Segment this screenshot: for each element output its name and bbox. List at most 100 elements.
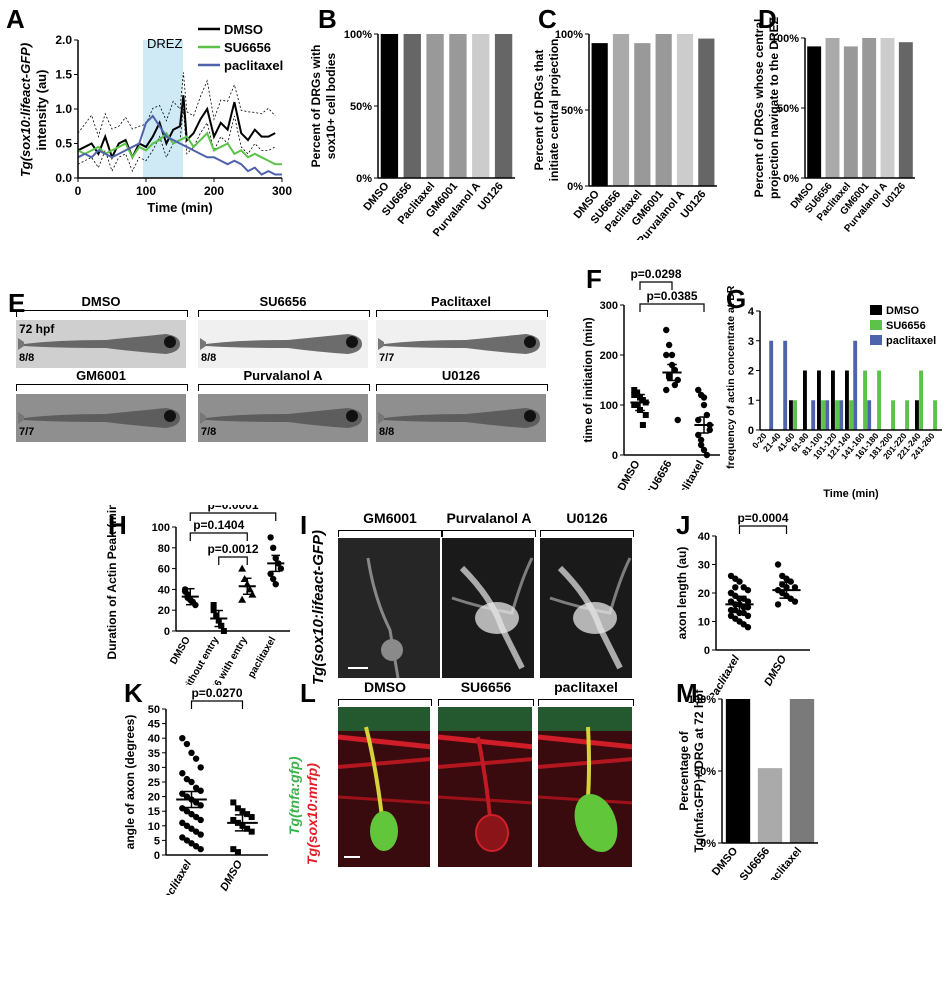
panel-l-ylabel-red: Tg(sox10:mrfp) [304,763,320,865]
panel-j-ytick-label: 40 [698,531,710,543]
panel-l-bracket [538,699,634,706]
panel-g-ytick-label: 1 [748,395,754,407]
panel-l-micrograph-title: SU6656 [460,679,512,695]
panel-f-point [639,422,646,428]
panel-f-point [642,412,649,418]
panel-e-fish-title: Paclitaxel [431,294,491,309]
panel-k-ytick-label: 5 [154,835,160,847]
panel-k-point [188,810,195,818]
panel-k-point [197,764,204,771]
panel-c-bar-4 [676,34,694,186]
panel-f-category-label: SU6656 [644,459,674,491]
panel-d-ytick-label: 50% [777,103,799,115]
panel-g-bar-dmso [803,370,807,430]
panel-c-ytick-label: 100% [555,29,583,41]
panel-i-micrograph-title: GM6001 [363,510,417,526]
panel-a-line-chart: DREZ 0 100 200 300 0.0 0.5 1.0 1.5 2.0 Time (min… [18,22,292,215]
panel-k-point [188,778,195,786]
panel-f-point [631,392,638,398]
panel-f-comparison-bracket [639,281,673,290]
panel-b-bar-5 [494,34,513,178]
panel-g-bar-su6656 [821,400,826,430]
panel-e-fish-title: GM6001 [76,368,126,383]
panel-h-ytick-label: 20 [158,605,170,617]
panel-h-point [267,534,274,541]
panel-j-ytick-label: 10 [698,617,710,629]
panel-c-bar-2 [634,43,651,187]
panel-i-micrographs: Tg(sox10:lifeact-GFP) GM6001 Purvalanol A… [300,510,650,685]
panel-k-point [230,816,237,823]
panel-g-bar-paclitaxel [853,340,858,430]
panel-k-point [179,834,186,841]
panel-g-bar-paclitaxel [811,400,816,430]
panel-c-ytick-label: 50% [561,105,583,117]
panel-e-bracket [376,310,548,317]
panel-m-ytick-label: 100% [688,694,716,706]
panel-h-comparison-bracket [189,512,277,521]
panel-k-point [192,813,200,821]
panel-g-legend-label: SU6656 [886,320,926,332]
panel-a-xlabel: Time (min) [147,200,213,215]
panel-j-point [736,578,743,585]
panel-d-bar-2 [843,46,858,179]
panel-e-bracket [16,384,188,391]
panel-d-bar-4 [880,38,895,178]
panel-letter-j: J [676,510,691,540]
panel-m-bar-2 [789,699,815,843]
panel-k-point [183,837,191,844]
panel-f-ytick-label: 300 [600,300,618,312]
panel-k-point [192,755,200,762]
panel-e-fish-title: U0126 [441,368,481,383]
legend-dmso: DMSO [224,22,263,37]
panel-k-point [230,846,237,853]
panel-letter-d: D [758,4,777,34]
panel-g-bar-dmso [789,400,793,430]
panel-f-pvalue: p=0.0298 [630,267,681,281]
panel-k-scatter: Paclitaxel DMSO 0 5 10 15 20 25 30 35 40 45 50 angle … [123,686,268,895]
panel-i-ylabel: Tg(sox10:lifeact-GFP) [310,529,327,685]
panel-a-xtick-label: 100 [136,184,156,198]
panel-b-ylabel-line-1: sox10+ cell bodies [324,52,338,159]
panel-h-point [272,581,279,588]
zebrafish-larva-icon [200,408,362,428]
panel-b-category-label: U0126 [476,180,506,213]
panel-d-bar-3 [862,38,877,178]
panel-b-bar-2 [426,34,444,178]
panel-j-point [774,561,782,568]
panel-e-fish-image [198,394,368,442]
panel-k-point [183,808,191,815]
panel-k-point [192,843,200,850]
panel-f-ylabel: time of initiation (min) [581,317,595,442]
panel-h-point [269,544,277,551]
panel-a-xtick-label: 200 [204,184,224,198]
panel-k-point [183,740,191,748]
panel-e-bracket [198,384,370,391]
panel-k-point [188,840,195,847]
panel-letter-h: H [108,510,127,540]
panel-k-point [179,770,186,777]
panel-f-point [663,351,670,359]
panel-g-bar-su6656 [905,400,910,430]
panel-l-micrograph-title: paclitaxel [554,679,618,695]
zebrafish-larva-icon [378,408,540,428]
panel-e-fish-title: SU6656 [259,294,307,309]
panel-g-bar-paclitaxel [769,340,774,430]
panel-k-point [248,814,255,821]
panel-i-micrograph-title: Purvalanol A [446,510,532,526]
panel-k-point [192,799,200,806]
panel-h-point [267,570,274,577]
panel-g-legend-swatch [870,305,882,315]
panel-j-comparison-bracket [738,525,788,534]
panel-k-pvalue: p=0.0270 [191,686,242,700]
panel-k-ytick-label: 45 [148,719,160,731]
panel-l-micrographs: Tg(tnfa:gfp) Tg(sox10:mrfp) DMSO SU6656 … [280,675,670,875]
panel-h-point [181,588,189,595]
panel-i-micrograph [540,538,632,678]
panel-l-bracket [438,699,534,706]
panel-i-bracket [338,530,442,537]
panel-d-bar-1 [825,38,840,178]
panel-h-point [238,595,247,603]
panel-g-bar-su6656 [919,370,924,430]
panel-f-point [706,426,713,434]
